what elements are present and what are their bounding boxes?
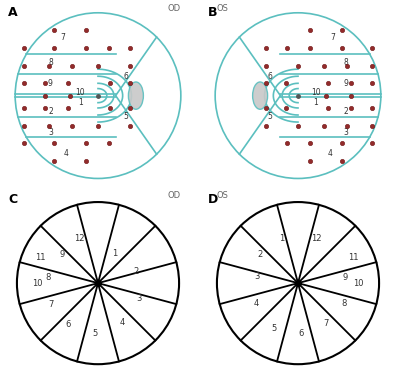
Text: 4: 4: [119, 318, 124, 327]
Text: 11: 11: [36, 253, 46, 262]
Text: 1: 1: [78, 98, 83, 107]
Text: 7: 7: [324, 319, 329, 328]
Text: 3: 3: [48, 128, 53, 137]
Ellipse shape: [128, 82, 143, 109]
Text: D: D: [208, 193, 218, 206]
Text: 3: 3: [137, 294, 142, 303]
Text: C: C: [8, 193, 17, 206]
Text: 7: 7: [49, 300, 54, 309]
Text: 4: 4: [327, 149, 332, 158]
Text: 7: 7: [331, 33, 336, 42]
Text: 12: 12: [74, 234, 85, 243]
Text: 5: 5: [267, 112, 272, 121]
Text: 8: 8: [343, 58, 348, 67]
Text: 2: 2: [258, 249, 263, 258]
Text: 10: 10: [353, 279, 363, 288]
Text: 6: 6: [298, 329, 303, 338]
Text: 6: 6: [65, 320, 71, 329]
Text: 2: 2: [343, 107, 348, 116]
Text: 10: 10: [311, 88, 320, 97]
Text: 1: 1: [279, 234, 284, 243]
Text: 1: 1: [313, 98, 318, 107]
Text: 6: 6: [124, 72, 129, 81]
Text: 7: 7: [60, 33, 65, 42]
Text: OS: OS: [217, 4, 229, 13]
Text: 5: 5: [124, 112, 129, 121]
Text: 4: 4: [254, 299, 259, 308]
Text: 10: 10: [32, 279, 42, 288]
Text: B: B: [208, 6, 218, 19]
Ellipse shape: [253, 82, 268, 109]
Text: OD: OD: [168, 192, 181, 201]
Text: A: A: [8, 6, 18, 19]
Text: 8: 8: [341, 299, 346, 308]
Text: 9: 9: [59, 249, 64, 258]
Text: 2: 2: [48, 107, 53, 116]
Text: 9: 9: [48, 79, 53, 88]
Text: 9: 9: [343, 79, 348, 88]
Text: 6: 6: [267, 72, 272, 81]
Text: 8: 8: [45, 273, 50, 282]
Text: 3: 3: [254, 273, 259, 282]
Text: 1: 1: [112, 249, 117, 258]
Text: 12: 12: [311, 234, 322, 243]
Text: OD: OD: [168, 4, 181, 13]
Text: 9: 9: [343, 273, 348, 282]
Text: 11: 11: [348, 253, 359, 262]
Text: 5: 5: [272, 324, 277, 333]
Text: 8: 8: [48, 58, 53, 67]
Text: 10: 10: [76, 88, 85, 97]
Text: 5: 5: [93, 329, 98, 338]
Text: OS: OS: [217, 192, 229, 201]
Text: 3: 3: [343, 128, 348, 137]
Text: 4: 4: [64, 149, 69, 158]
Text: 2: 2: [133, 267, 138, 276]
